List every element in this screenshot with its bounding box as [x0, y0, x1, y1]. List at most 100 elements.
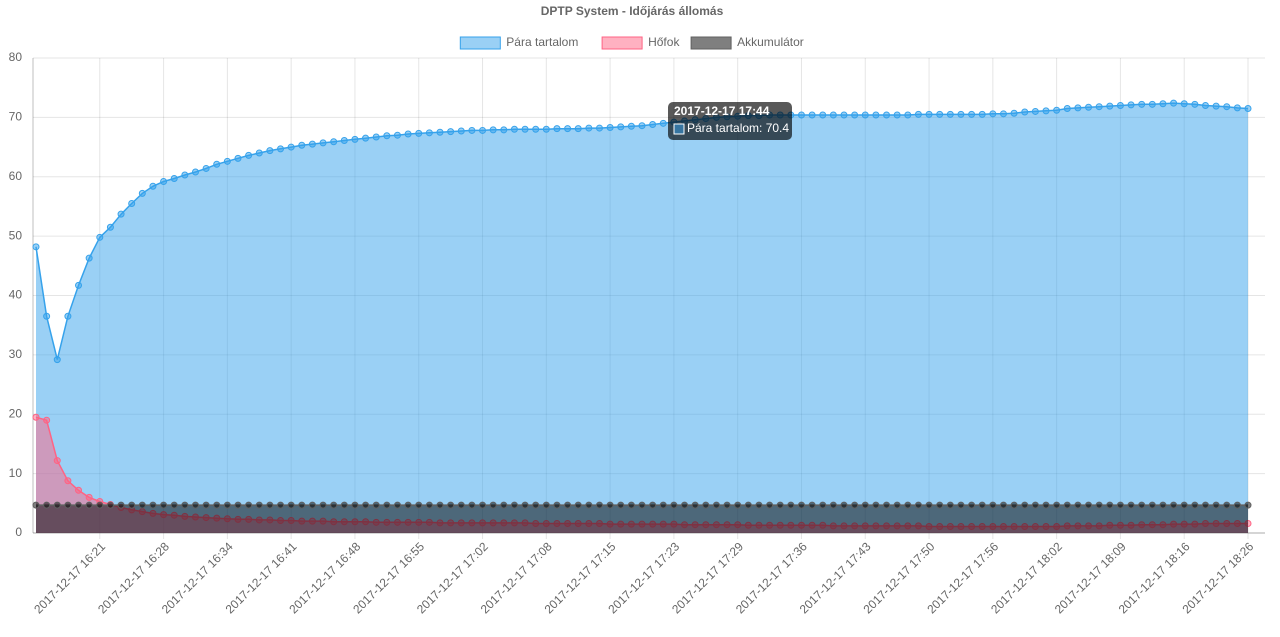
data-point	[521, 501, 529, 509]
y-tick-label: 80	[9, 50, 23, 64]
data-point	[191, 168, 199, 176]
data-point	[851, 501, 859, 509]
data-point	[776, 501, 784, 509]
data-point	[627, 122, 635, 130]
y-tick-label: 0	[15, 525, 22, 539]
data-point	[32, 413, 40, 421]
data-point	[277, 501, 285, 509]
data-point	[904, 111, 912, 119]
data-point	[128, 199, 136, 207]
data-point	[883, 501, 891, 509]
data-point	[1223, 103, 1231, 111]
data-point	[170, 501, 178, 509]
data-point	[1148, 501, 1156, 509]
legend-item: Hőfok	[601, 35, 680, 50]
data-point	[85, 501, 93, 509]
data-point	[1031, 107, 1039, 115]
data-point	[160, 178, 168, 185]
data-point	[64, 312, 72, 320]
data-point	[43, 416, 51, 424]
tooltip-title: 2017-12-17 17:44	[674, 104, 770, 118]
legend-label: Akkumulátor	[737, 35, 804, 49]
data-point	[53, 457, 61, 465]
legend-swatch	[459, 36, 501, 50]
data-point	[500, 501, 508, 509]
data-point	[287, 143, 295, 151]
data-point	[946, 501, 954, 509]
data-point	[479, 126, 487, 134]
data-point	[1053, 106, 1061, 114]
y-tick-label: 30	[9, 347, 23, 361]
data-point	[117, 210, 125, 218]
data-point	[468, 126, 476, 134]
series-area	[36, 505, 1248, 533]
data-point	[1170, 99, 1178, 107]
data-point	[553, 501, 561, 509]
data-point	[404, 130, 412, 138]
data-point	[999, 110, 1007, 118]
data-point	[447, 128, 455, 136]
data-point	[766, 501, 774, 509]
data-point	[383, 132, 391, 140]
data-point	[1021, 501, 1029, 509]
data-point	[298, 501, 306, 509]
chart-title: DPTP System - Időjárás állomás	[541, 4, 724, 18]
data-point	[872, 111, 880, 119]
data-point	[202, 164, 210, 172]
data-point	[957, 110, 965, 118]
data-point	[638, 122, 646, 130]
tooltip-swatch	[673, 123, 685, 135]
data-point	[1127, 501, 1135, 509]
data-point	[670, 501, 678, 509]
data-point	[223, 157, 231, 165]
data-point	[723, 501, 731, 509]
data-point	[436, 128, 444, 136]
data-point	[96, 501, 104, 509]
legend-swatch	[601, 36, 643, 50]
legend-label: Pára tartalom	[506, 35, 578, 49]
data-point	[64, 501, 72, 509]
data-point	[819, 501, 827, 509]
data-point	[425, 501, 433, 509]
data-point	[893, 111, 901, 119]
data-point	[617, 123, 625, 131]
data-point	[712, 501, 720, 509]
data-point	[925, 501, 933, 509]
data-point	[500, 126, 508, 134]
data-point	[936, 110, 944, 118]
y-tick-label: 40	[9, 288, 23, 302]
data-point	[585, 124, 593, 132]
data-point	[128, 501, 136, 509]
data-point	[425, 129, 433, 137]
legend-item: Akkumulátor	[690, 35, 804, 50]
data-point	[808, 111, 816, 119]
data-point	[1159, 100, 1167, 108]
data-point	[1170, 501, 1178, 509]
data-point	[1116, 501, 1124, 509]
data-point	[319, 139, 327, 147]
data-point	[649, 501, 657, 509]
data-point	[191, 501, 199, 509]
data-point	[436, 501, 444, 509]
data-point	[138, 501, 146, 509]
data-point	[925, 110, 933, 118]
data-point	[245, 501, 253, 509]
data-point	[659, 501, 667, 509]
y-tick-label: 20	[9, 406, 23, 420]
data-point	[223, 501, 231, 509]
data-point	[829, 111, 837, 119]
data-point	[308, 140, 316, 148]
data-point	[43, 312, 51, 320]
data-point	[1053, 501, 1061, 509]
data-point	[32, 501, 40, 509]
data-point	[1021, 108, 1029, 116]
data-point	[1127, 101, 1135, 109]
data-point	[1063, 501, 1071, 509]
data-point	[893, 501, 901, 509]
data-point	[1180, 501, 1188, 509]
y-tick-label: 70	[9, 110, 23, 124]
data-point	[1010, 501, 1018, 509]
data-point	[1042, 501, 1050, 509]
data-point	[1042, 107, 1050, 115]
legend-swatch	[690, 36, 732, 50]
